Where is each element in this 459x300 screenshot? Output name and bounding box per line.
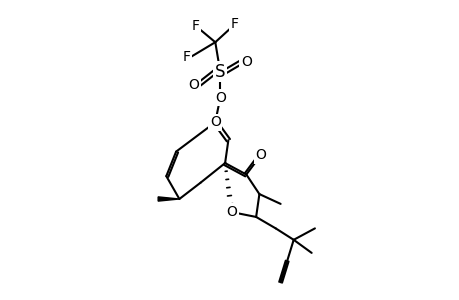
Text: O: O (241, 55, 251, 69)
Text: O: O (255, 148, 266, 162)
Polygon shape (158, 197, 179, 201)
Text: O: O (209, 115, 220, 129)
Text: O: O (226, 205, 236, 219)
Text: F: F (191, 19, 199, 33)
Text: O: O (214, 91, 225, 105)
Text: S: S (214, 63, 225, 81)
Text: F: F (182, 50, 190, 64)
Text: O: O (188, 78, 199, 92)
Text: F: F (230, 17, 238, 31)
